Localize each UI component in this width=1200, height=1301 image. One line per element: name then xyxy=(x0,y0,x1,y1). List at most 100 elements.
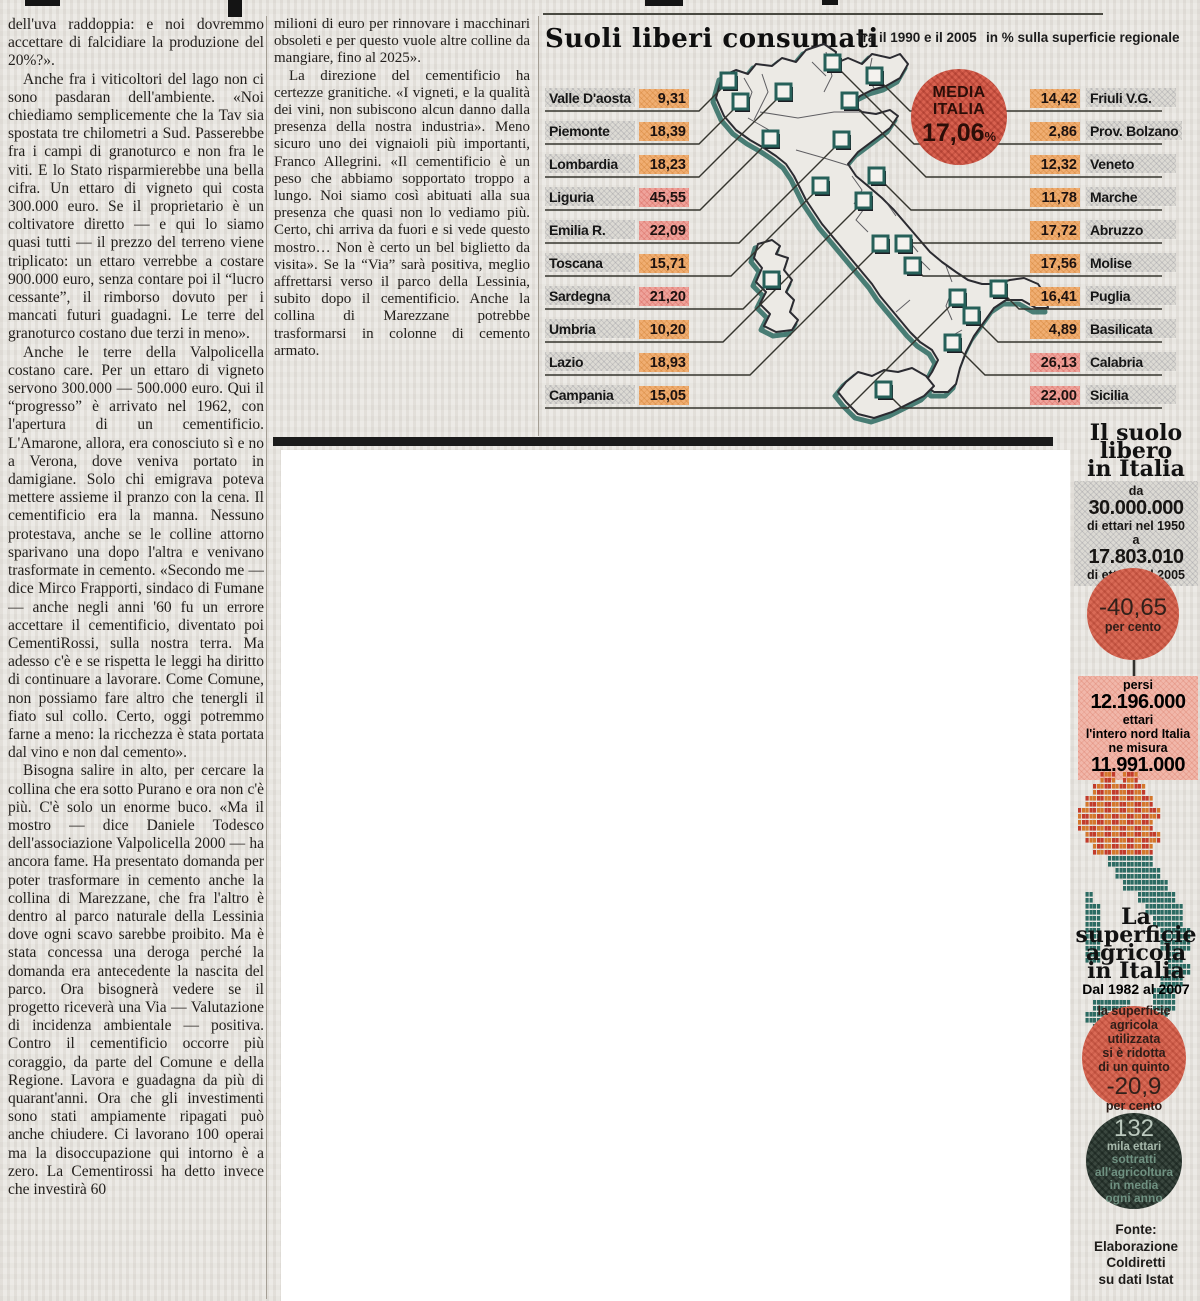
region-marker xyxy=(894,234,913,253)
region-label: Calabria xyxy=(1086,352,1176,371)
region-value: 10,20 xyxy=(639,320,689,339)
region-row-left: Campania 15,05 xyxy=(545,385,689,408)
scan-artifact xyxy=(25,0,60,6)
region-label: Sardegna xyxy=(545,286,635,305)
minus-20-circle: la superficie agricola utilizzata si è r… xyxy=(1082,1004,1186,1113)
region-label: Emilia R. xyxy=(545,220,635,239)
region-row-right: 14,42 Friuli V.G. xyxy=(1030,88,1176,111)
media-value: 17,06% xyxy=(921,119,997,147)
sidebar-block2-subtitle: Dal 1982 al 2007 xyxy=(1082,981,1190,997)
region-row-left: Umbria 10,20 xyxy=(545,319,689,342)
article-column-2: milioni di euro per rinnovare i macchina… xyxy=(274,16,530,432)
hectares-box: da 30.000.000 di ettari nel 1950 a 17.80… xyxy=(1074,481,1198,586)
scan-artifact xyxy=(645,0,683,6)
media-label: MEDIA xyxy=(932,84,986,101)
media-label: ITALIA xyxy=(932,101,986,118)
region-value: 22,09 xyxy=(639,221,689,240)
region-marker xyxy=(840,91,859,110)
sidebar-block2-title: La superficie agricola in Italia Dal 198… xyxy=(1072,906,1200,997)
source-note: Fonte: Elaborazione Coldiretti su dati I… xyxy=(1093,1222,1179,1287)
region-row-left: Emilia R. 22,09 xyxy=(545,220,689,243)
column-divider xyxy=(538,16,539,436)
region-marker xyxy=(823,53,842,72)
column-divider xyxy=(266,16,267,1299)
region-value: 26,13 xyxy=(1030,353,1080,372)
region-marker xyxy=(761,129,780,148)
region-label: Valle D'aosta xyxy=(545,88,635,107)
region-row-left: Toscana 15,71 xyxy=(545,253,689,276)
region-marker xyxy=(832,130,851,149)
region-label: Liguria xyxy=(545,187,635,206)
region-marker xyxy=(774,82,793,101)
minus-40-circle: -40,65 per cento xyxy=(1087,568,1179,660)
region-value: 9,31 xyxy=(639,89,689,108)
region-row-right: 17,72 Abruzzo xyxy=(1030,220,1176,243)
region-marker xyxy=(854,191,873,210)
region-value: 12,32 xyxy=(1030,155,1080,174)
sidebar-block1-title: Il suolo libero in Italia xyxy=(1087,420,1185,482)
region-marker xyxy=(867,166,886,185)
region-label: Lombardia xyxy=(545,154,635,173)
region-label: Abruzzo xyxy=(1086,220,1176,239)
article-paragraph: Anche fra i viticoltori del lago non ci … xyxy=(8,70,264,343)
region-label: Marche xyxy=(1086,187,1176,206)
region-value: 15,05 xyxy=(639,386,689,405)
region-value: 21,20 xyxy=(639,287,689,306)
region-marker xyxy=(943,333,962,352)
region-value: 18,39 xyxy=(639,122,689,141)
region-marker xyxy=(903,256,922,275)
region-row-left: Sardegna 21,20 xyxy=(545,286,689,309)
region-row-right: 4,89 Basilicata xyxy=(1030,319,1176,342)
article-column-1: dell'uva raddoppia: e noi dovremmo accet… xyxy=(8,16,264,1301)
region-value: 17,72 xyxy=(1030,221,1080,240)
article-paragraph: Anche le terre della Valpolicella costan… xyxy=(8,343,264,762)
region-row-right: 11,78 Marche xyxy=(1030,187,1176,210)
region-marker xyxy=(762,270,781,289)
article-paragraph: La direzione del cementificio ha certezz… xyxy=(274,67,530,359)
article-paragraph: Bisogna salire in alto, per cercare la c… xyxy=(8,762,264,1198)
region-row-left: Valle D'aosta 9,31 xyxy=(545,88,689,111)
region-marker xyxy=(948,288,967,307)
pixel-italy-map xyxy=(1078,772,1191,1035)
italy-map xyxy=(545,43,1162,425)
region-marker xyxy=(731,92,750,111)
region-label: Puglia xyxy=(1086,286,1176,305)
region-value: 17,56 xyxy=(1030,254,1080,273)
region-marker xyxy=(719,71,738,90)
region-value: 2,86 xyxy=(1030,122,1080,141)
region-row-left: Liguria 45,55 xyxy=(545,187,689,210)
region-marker xyxy=(962,306,981,325)
section-divider-bar xyxy=(273,437,1053,446)
region-value: 18,93 xyxy=(639,353,689,372)
infographic-period: fra il 1990 e il 2005 xyxy=(858,30,977,45)
region-value: 45,55 xyxy=(639,188,689,207)
infographic-unit: in % sulla superficie regionale xyxy=(986,30,1180,45)
blank-area xyxy=(281,450,1070,1301)
region-label: Molise xyxy=(1086,253,1176,272)
region-row-left: Lazio 18,93 xyxy=(545,352,689,375)
region-marker xyxy=(865,66,884,85)
article-paragraph: dell'uva raddoppia: e noi dovremmo accet… xyxy=(8,16,264,70)
region-marker xyxy=(871,234,890,253)
region-value: 11,78 xyxy=(1030,188,1080,207)
region-label: Friuli V.G. xyxy=(1086,88,1176,107)
region-label: Sicilia xyxy=(1086,385,1176,404)
infographic-top-rule xyxy=(543,13,1103,15)
region-row-left: Piemonte 18,39 xyxy=(545,121,689,144)
dark-circle-132: 132 mila ettari sottratti all'agricoltur… xyxy=(1086,1113,1182,1209)
region-marker xyxy=(874,380,893,399)
region-row-right: 26,13 Calabria xyxy=(1030,352,1176,375)
sidebar-infographic: Il suolo libero in Italia da 30.000.000 … xyxy=(1072,420,1200,1301)
region-value: 18,23 xyxy=(639,155,689,174)
article-paragraph: milioni di euro per rinnovare i macchina… xyxy=(274,16,530,67)
region-value: 4,89 xyxy=(1030,320,1080,339)
region-label: Campania xyxy=(545,385,635,404)
region-label: Prov. Bolzano xyxy=(1086,121,1182,140)
region-row-right: 2,86 Prov. Bolzano xyxy=(1030,121,1182,144)
region-marker xyxy=(989,279,1008,298)
region-row-right: 16,41 Puglia xyxy=(1030,286,1176,309)
region-label: Piemonte xyxy=(545,121,635,140)
region-label: Basilicata xyxy=(1086,319,1176,338)
region-label: Toscana xyxy=(545,253,635,272)
